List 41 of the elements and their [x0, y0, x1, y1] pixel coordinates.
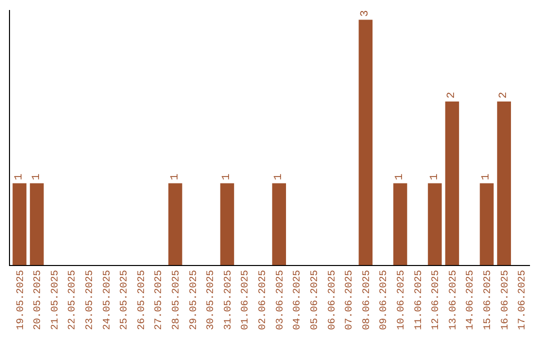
- x-tick-label: 12.06.2025: [431, 270, 442, 330]
- x-tick-label: 31.05.2025: [223, 270, 234, 330]
- x-tick-label: 26.05.2025: [136, 270, 148, 330]
- x-tick-label: 30.05.2025: [206, 270, 218, 330]
- x-tick-label: 08.06.2025: [362, 270, 373, 330]
- x-tick-label: 27.05.2025: [154, 270, 166, 330]
- x-tick-label: 13.06.2025: [448, 270, 460, 330]
- x-tick-label: 03.06.2025: [275, 270, 286, 330]
- x-tick-label: 23.05.2025: [84, 270, 96, 330]
- data-label: 1: [428, 173, 441, 180]
- data-label: 1: [14, 173, 26, 180]
- x-tick-label: 29.05.2025: [188, 270, 200, 330]
- x-tick-label: 05.06.2025: [310, 270, 321, 330]
- x-tick-label: 11.06.2025: [414, 270, 425, 330]
- x-tick-label: 15.06.2025: [482, 270, 494, 330]
- x-tick-label: 28.05.2025: [172, 270, 183, 330]
- data-label: 1: [30, 173, 43, 180]
- data-label: 2: [446, 92, 458, 99]
- x-tick-label: 25.05.2025: [120, 270, 131, 330]
- x-tick-label: 21.05.2025: [50, 270, 62, 330]
- x-tick-label: 17.06.2025: [518, 270, 529, 330]
- x-tick-label: 19.05.2025: [16, 270, 27, 330]
- x-tick-label: 06.06.2025: [327, 270, 338, 330]
- x-tick-label: 16.06.2025: [500, 270, 512, 330]
- data-label: 3: [360, 10, 372, 17]
- x-tick-label: 04.06.2025: [292, 270, 304, 330]
- x-tick-label: 07.06.2025: [344, 270, 356, 330]
- data-label: 1: [169, 173, 182, 180]
- data-label: 1: [480, 173, 493, 180]
- x-tick-label: 22.05.2025: [68, 270, 79, 330]
- x-tick-label: 24.05.2025: [102, 270, 114, 330]
- data-label: 2: [498, 92, 510, 99]
- x-tick-label: 10.06.2025: [396, 270, 408, 330]
- x-tick-label: 02.06.2025: [258, 270, 270, 330]
- data-label: 1: [394, 173, 406, 180]
- data-label: 1: [221, 173, 234, 180]
- x-tick-label: 14.06.2025: [466, 270, 477, 330]
- x-tick-label: 01.06.2025: [240, 270, 252, 330]
- x-tick-label: 09.06.2025: [379, 270, 390, 330]
- x-tick-label: 20.05.2025: [33, 270, 44, 330]
- data-label: 1: [273, 173, 286, 180]
